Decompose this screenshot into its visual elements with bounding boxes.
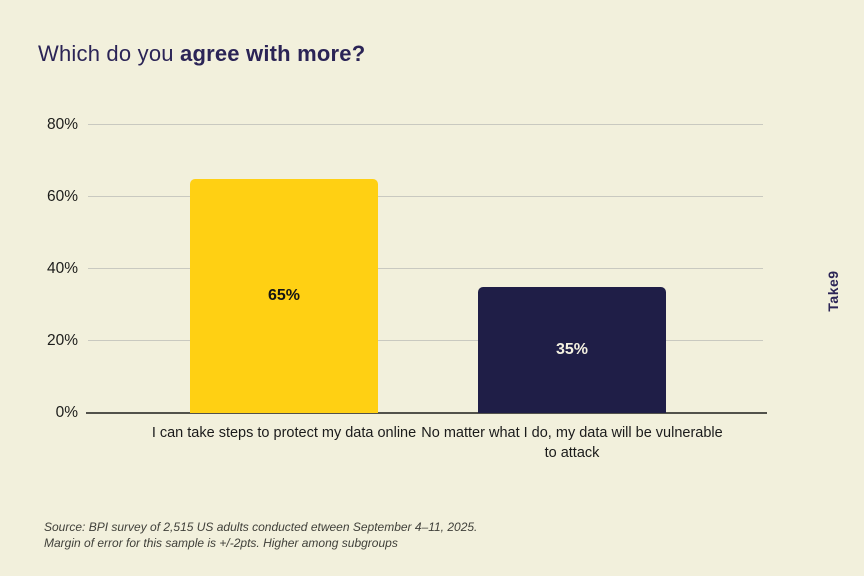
y-tick-label-40%: 40%: [46, 260, 78, 277]
title-bold-text: agree with more?: [180, 41, 366, 66]
x-axis-line: [86, 412, 767, 414]
x-axis-label-2: No matter what I do, my data will be vul…: [421, 425, 723, 462]
source-line-1: Source: BPI survey of 2,515 US adults co…: [44, 520, 478, 534]
gridline-60%: [88, 196, 763, 197]
y-tick-label-80%: 80%: [46, 116, 78, 133]
x-axis-label-1: I can take steps to protect my data onli…: [151, 425, 417, 441]
gridline-40%: [88, 268, 763, 269]
title-regular-text: Which do you: [38, 41, 181, 66]
source-note: Source: BPI survey of 2,515 US adults co…: [44, 520, 477, 551]
y-tick-label-60%: 60%: [46, 188, 78, 205]
source-line-2: Margin of error for this sample is +/-2p…: [44, 535, 398, 550]
page-title: Which do you agree with more?: [38, 41, 365, 67]
brand-take9-label: Take9: [825, 270, 841, 312]
y-tick-label-0%: 0%: [55, 404, 78, 421]
plot-area: 65% 35%: [86, 124, 767, 414]
gridline-80%: [88, 124, 763, 125]
bar-1: 65%: [190, 179, 378, 413]
y-tick-label-20%: 20%: [46, 332, 78, 349]
bar-value-label-2: 35%: [555, 341, 589, 358]
bar-value-label-1: 65%: [267, 287, 301, 304]
bar-2: 35%: [478, 287, 666, 413]
gridline-20%: [88, 340, 763, 341]
